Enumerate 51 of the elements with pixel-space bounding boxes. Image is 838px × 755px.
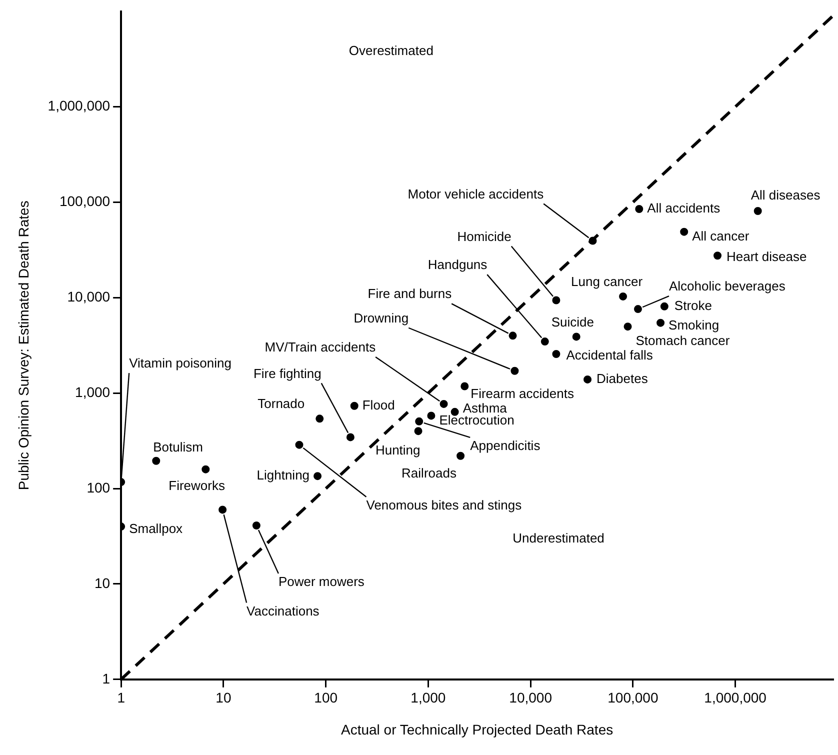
x-axis-title: Actual or Technically Projected Death Rates xyxy=(340,721,614,738)
series-label: Smoking xyxy=(668,317,720,332)
text: Homicide xyxy=(457,228,512,244)
series-label: Botulism xyxy=(153,439,203,454)
x-tick-label: 10 xyxy=(216,690,232,706)
series-label: Fireworks xyxy=(168,478,226,493)
text: MV/Train accidents xyxy=(264,340,376,355)
series-label: Smallpox xyxy=(129,521,184,536)
text: Vitamin poisoning xyxy=(129,356,232,371)
text: Venomous bites and stings xyxy=(366,497,522,512)
series-label: All cancer xyxy=(692,228,750,244)
text: Motor vehicle accidents xyxy=(408,186,544,202)
y-axis-title: Public Opinion Survey: Estimated Death Rates xyxy=(15,200,32,490)
series-label: Accidental falls xyxy=(566,348,654,363)
x-tick-label: 100 xyxy=(314,690,338,706)
x-tick-label: 10,000 xyxy=(509,690,552,706)
text: Alcoholic beverages xyxy=(668,278,786,294)
text: Appendicitis xyxy=(470,438,541,454)
y-tick-label: 1,000 xyxy=(75,384,110,400)
series-label: Firearm accidents xyxy=(470,386,574,401)
annotation: Underestimated xyxy=(512,530,604,546)
x-tick-label: 1,000 xyxy=(410,690,446,706)
text: Drowning xyxy=(354,310,409,326)
y-tick-label: 10,000 xyxy=(67,288,110,305)
y-tick-label: 1 xyxy=(102,670,110,686)
y-tick-label: 10 xyxy=(94,574,110,591)
text: Vaccinations xyxy=(246,603,320,618)
series-label: Lightning xyxy=(256,468,310,483)
text: Fire and burns xyxy=(368,286,452,302)
series-label: Diabetes xyxy=(596,371,648,386)
y-tick-label: 1,000,000 xyxy=(48,98,110,114)
series-label: Flood xyxy=(362,397,395,412)
series-label: Heart disease xyxy=(726,249,807,264)
x-tick-label: 1 xyxy=(117,690,126,706)
series-label: Hunting xyxy=(375,442,420,458)
series-label: Railroads xyxy=(402,465,457,480)
y-tick-label: 100,000 xyxy=(59,193,110,210)
annotation: Overestimated xyxy=(348,43,434,58)
series-label: Stroke xyxy=(674,298,712,313)
x-tick-label: 1,000,000 xyxy=(704,690,767,706)
series-label: Stomach cancer xyxy=(636,333,730,348)
text: Handguns xyxy=(428,257,488,272)
y-tick-label: 100 xyxy=(86,479,110,496)
series-label: All accidents xyxy=(647,200,721,216)
series-label: Tornado xyxy=(258,396,305,412)
series-label: Suicide xyxy=(551,314,594,330)
text: Power mowers xyxy=(278,574,365,590)
series-label: All diseases xyxy=(750,188,821,203)
text: Fire fighting xyxy=(253,366,322,381)
series-label: Lung cancer xyxy=(571,274,644,290)
x-tick-label: 100,000 xyxy=(608,690,658,706)
